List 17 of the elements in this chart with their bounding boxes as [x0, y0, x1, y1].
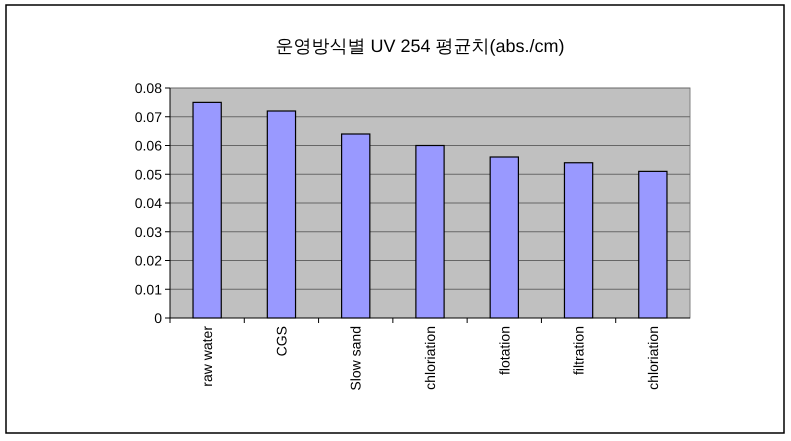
y-tick-label: 0.07	[134, 108, 162, 125]
y-tick-label: 0.02	[134, 252, 162, 268]
y-tick-label: 0.08	[134, 80, 162, 96]
y-tick-label: 0.05	[134, 166, 162, 182]
y-tick-label: 0.03	[134, 224, 162, 240]
y-tick-label: 0.06	[134, 138, 162, 154]
y-tick-label: 0.01	[134, 281, 162, 298]
x-tick-label: CGS	[273, 326, 290, 356]
x-tick-label: chloriation	[644, 326, 661, 390]
x-tick-label: raw water	[199, 326, 216, 387]
y-tick-label: 0	[154, 310, 162, 326]
x-tick-label: Slow sand	[348, 326, 364, 391]
x-tick-label: chloriation	[422, 326, 438, 390]
chart-title: 운영방식별 UV 254 평균치(abs./cm)	[275, 36, 565, 56]
x-tick-label: flotation	[496, 326, 512, 376]
x-tick-label: filtration	[570, 326, 587, 376]
y-tick-label: 0.04	[134, 195, 162, 211]
